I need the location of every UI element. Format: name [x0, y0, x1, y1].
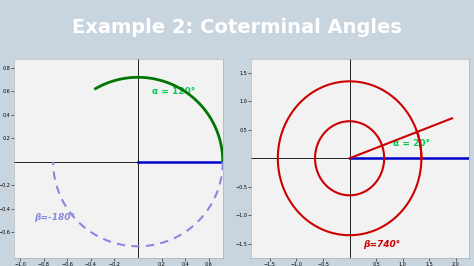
Text: β=-180°: β=-180°	[34, 214, 75, 222]
Text: α = 20°: α = 20°	[393, 139, 430, 148]
Text: β=740°: β=740°	[363, 240, 400, 249]
Text: α = 120°: α = 120°	[152, 87, 195, 96]
Text: Example 2: Coterminal Angles: Example 2: Coterminal Angles	[72, 18, 402, 37]
